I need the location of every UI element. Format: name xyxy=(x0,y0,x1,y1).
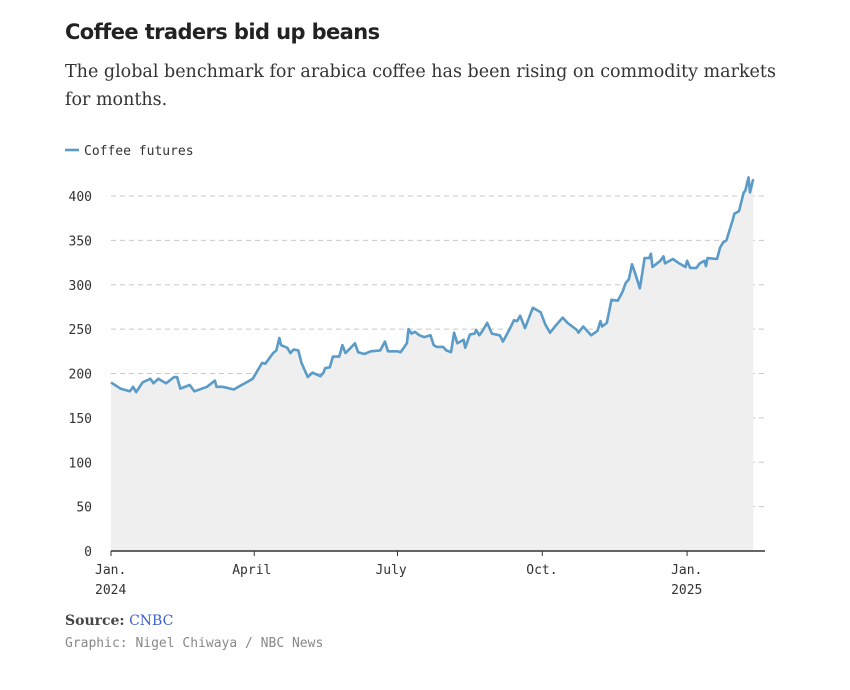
series-area xyxy=(111,177,754,551)
y-tick-label: 100 xyxy=(69,456,92,471)
series-line xyxy=(110,176,755,394)
y-axis: 0 50 100 150 200 250 300 350 400 xyxy=(69,190,92,560)
y-tick-label: 0 xyxy=(84,545,92,560)
y-tick-label: 250 xyxy=(69,323,92,338)
legend: Coffee futures xyxy=(65,144,194,159)
x-tick-label: Oct. xyxy=(526,563,557,578)
chart-title: Coffee traders bid up beans xyxy=(65,20,380,44)
y-tick-label: 400 xyxy=(69,190,92,205)
source-line: Source: CNBC xyxy=(65,613,173,629)
legend-label: Coffee futures xyxy=(84,144,194,159)
source-link[interactable]: CNBC xyxy=(129,613,174,629)
graphic-credit: Graphic: Nigel Chiwaya / NBC News xyxy=(65,636,324,651)
y-tick-label: 200 xyxy=(69,368,92,383)
chart-subtitle: The global benchmark for arabica coffee … xyxy=(65,62,776,110)
x-axis: Jan. 2024 April July Oct. Jan. 2025 xyxy=(95,551,702,598)
x-tick-year: 2025 xyxy=(671,583,702,598)
x-tick-year: 2024 xyxy=(95,583,126,598)
y-tick-label: 350 xyxy=(69,234,92,249)
x-tick-label: Jan. xyxy=(95,563,126,578)
y-tick-label: 300 xyxy=(69,279,92,294)
x-tick-label: July xyxy=(375,563,406,578)
y-tick-label: 50 xyxy=(76,501,92,516)
source-label: Source: xyxy=(65,613,125,629)
x-tick-label: April xyxy=(232,563,271,578)
x-tick-label: Jan. xyxy=(671,563,702,578)
y-tick-label: 150 xyxy=(69,412,92,427)
